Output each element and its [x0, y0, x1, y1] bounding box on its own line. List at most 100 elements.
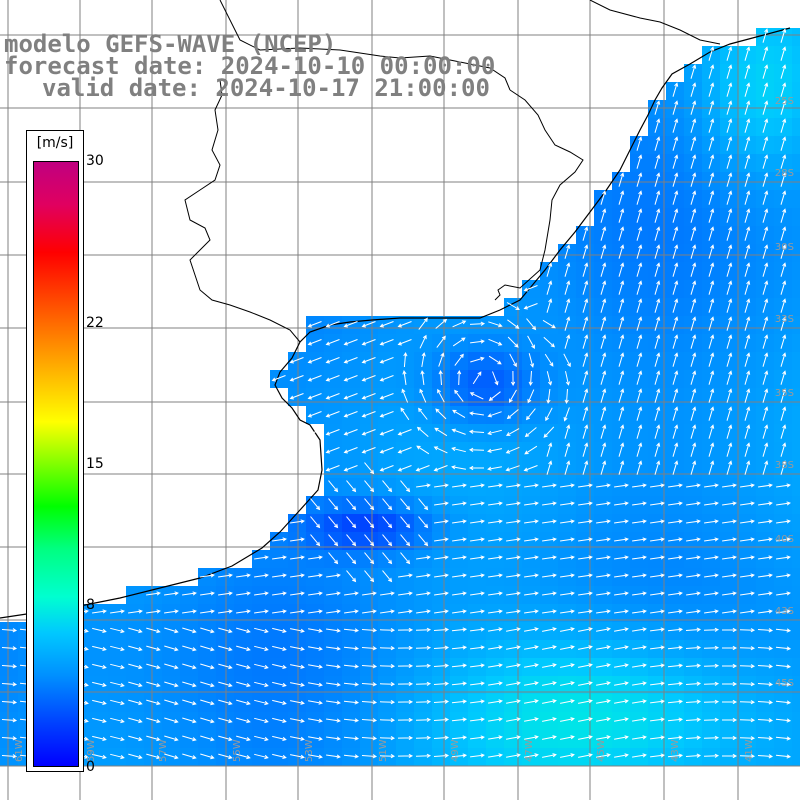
wind-arrow	[415, 717, 432, 722]
wind-arrow	[400, 480, 411, 493]
wind-arrow	[308, 609, 323, 614]
wind-arrow	[506, 555, 521, 560]
wind-arrow	[343, 628, 360, 633]
wind-arrow	[744, 208, 751, 223]
wind-cell	[0, 748, 18, 766]
wind-arrow	[685, 681, 702, 686]
wind-cell	[90, 676, 108, 694]
wind-arrow	[726, 298, 733, 313]
wind-arrow	[128, 627, 143, 634]
wind-cell	[450, 568, 468, 586]
wind-cell	[216, 694, 234, 712]
wind-arrow	[236, 609, 251, 614]
wind-arrow	[310, 516, 321, 529]
wind-arrow	[758, 483, 773, 488]
wind-arrow	[326, 591, 341, 596]
wind-arrow	[326, 646, 341, 651]
wind-cell	[378, 316, 396, 334]
wind-arrow	[582, 298, 589, 313]
wind-arrow	[290, 555, 305, 560]
wind-arrow	[650, 519, 665, 524]
wind-cell	[522, 532, 540, 550]
wind-cell	[270, 568, 288, 586]
wind-cell	[666, 586, 684, 604]
wind-arrow	[654, 442, 661, 457]
wind-arrow	[578, 735, 593, 740]
wind-cell	[792, 118, 800, 136]
wind-arrow	[672, 208, 679, 223]
wind-cell	[306, 334, 324, 352]
wind-arrow	[703, 735, 720, 740]
wind-arrow	[654, 136, 661, 151]
wind-arrow	[402, 370, 407, 385]
wind-arrow	[582, 370, 589, 385]
wind-cell	[342, 442, 360, 460]
wind-arrow	[690, 406, 697, 421]
wind-arrow	[650, 681, 665, 686]
wind-cell	[720, 514, 738, 532]
longitude-label: 49W	[450, 739, 461, 762]
wind-arrow	[415, 627, 432, 632]
wind-arrow	[762, 352, 769, 367]
wind-arrow	[596, 537, 611, 542]
wind-cell	[414, 550, 432, 568]
wind-cell	[378, 424, 396, 442]
wind-arrow	[600, 190, 607, 205]
wind-cell	[432, 658, 450, 676]
wind-cell	[594, 712, 612, 730]
wind-arrow	[776, 591, 791, 596]
wind-arrow	[744, 172, 751, 187]
wind-arrow	[236, 699, 251, 706]
wind-arrow	[433, 465, 448, 472]
wind-arrow	[470, 753, 485, 758]
wind-arrow	[328, 480, 339, 493]
wind-arrow	[650, 699, 665, 704]
wind-cell	[648, 604, 666, 622]
wind-cell	[486, 694, 504, 712]
wind-arrow	[650, 735, 665, 740]
wind-arrow	[632, 537, 647, 542]
wind-arrow	[708, 136, 715, 151]
wind-cell	[252, 622, 270, 640]
wind-cell	[468, 748, 486, 766]
wind-arrow	[343, 646, 360, 651]
wind-arrow	[397, 627, 414, 633]
wind-arrow	[650, 537, 665, 542]
wind-arrow	[506, 609, 521, 614]
wind-arrow	[434, 427, 448, 437]
wind-cell	[630, 748, 648, 766]
wind-arrow	[578, 591, 593, 596]
wind-cell	[342, 316, 360, 334]
wind-arrow	[470, 356, 485, 363]
wind-cell	[414, 748, 432, 766]
wind-arrow	[672, 316, 679, 331]
wind-arrow	[325, 339, 340, 346]
wind-cell	[126, 622, 144, 640]
wind-cell	[468, 334, 486, 352]
wind-arrow	[654, 244, 661, 259]
wind-cell	[756, 676, 774, 694]
wind-cell	[396, 496, 414, 514]
wind-cell	[306, 514, 324, 532]
wind-arrow	[488, 681, 503, 686]
wind-cell	[360, 676, 378, 694]
wind-arrow	[614, 519, 629, 524]
wind-arrow	[418, 498, 429, 511]
wind-arrow	[524, 735, 539, 740]
wind-arrow	[708, 460, 715, 475]
wind-arrow	[438, 369, 443, 386]
wind-cell	[180, 748, 198, 766]
wind-cell	[630, 586, 648, 604]
wind-arrow	[361, 700, 378, 705]
wind-arrow	[146, 699, 161, 706]
wind-cell	[522, 748, 540, 766]
wind-cell	[486, 316, 504, 334]
wind-cell	[90, 694, 108, 712]
wind-arrow	[600, 226, 607, 241]
wind-arrow	[614, 699, 629, 704]
wind-arrow	[200, 753, 215, 760]
wind-cell	[630, 694, 648, 712]
wind-cell	[792, 244, 800, 262]
wind-arrow	[544, 353, 554, 367]
